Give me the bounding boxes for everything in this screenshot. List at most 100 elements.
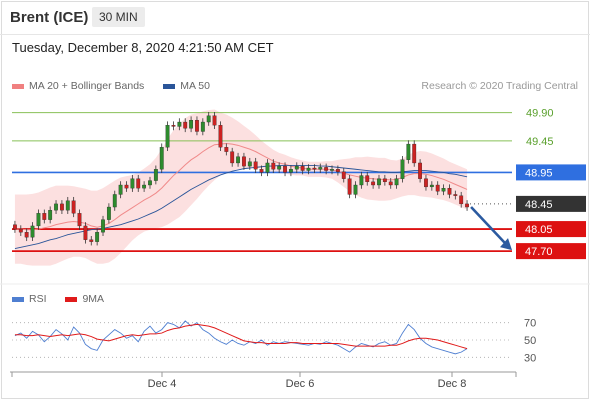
candle-body: [153, 169, 158, 181]
candle-body: [212, 115, 217, 126]
candle-body: [106, 206, 111, 220]
candle-body: [247, 161, 252, 167]
candle-body: [148, 180, 152, 186]
candle-body: [394, 178, 399, 186]
candle-body: [283, 165, 287, 173]
candle-body: [441, 187, 446, 192]
candle-body: [77, 213, 82, 227]
candle-body: [183, 121, 188, 129]
candle-body: [59, 203, 64, 211]
level-tag-48.95: [516, 164, 586, 181]
candle-body: [177, 121, 182, 127]
legend-item-rsi: RSI: [12, 293, 47, 305]
candle-body: [206, 115, 211, 123]
candle-body: [171, 125, 176, 127]
price-legend: MA 20 + Bollinger Bands MA 50: [12, 80, 226, 92]
candle-body: [288, 169, 293, 173]
candle-body: [424, 178, 428, 188]
level-tag-48.45: [516, 195, 586, 212]
candle-body: [24, 232, 29, 238]
forecast-arrow: [470, 206, 507, 246]
candle-body: [435, 184, 440, 192]
candle-body: [253, 161, 258, 170]
candle-body: [195, 119, 199, 132]
candle-body: [353, 184, 358, 195]
legend-label-9ma: 9MA: [82, 293, 105, 305]
candle-body: [95, 232, 100, 242]
candle-body: [124, 184, 129, 189]
candle-body: [159, 147, 164, 170]
candle-body: [359, 175, 364, 186]
candle-body: [259, 169, 264, 173]
candle-body: [30, 225, 35, 238]
candle-body: [89, 239, 94, 242]
legend-label-ma50: MA 50: [180, 80, 210, 92]
level-tag-48.05: [516, 221, 586, 238]
bollinger-band: [14, 109, 468, 266]
candle-body: [18, 228, 23, 233]
candle-body: [271, 162, 276, 170]
candle-body: [377, 178, 381, 186]
legend-label-rsi: RSI: [29, 293, 47, 305]
legend-swatch-9ma: [65, 296, 78, 302]
timeframe-button[interactable]: 30 MIN: [92, 7, 145, 27]
candle-body: [294, 165, 299, 170]
rsi-tick-label: 70: [524, 318, 536, 330]
x-tick-label: Dec 6: [286, 378, 315, 390]
candle-body: [71, 200, 76, 214]
level-label-48.05: 48.05: [525, 224, 553, 236]
candle-body: [242, 156, 246, 167]
x-tick-label: Dec 8: [438, 378, 467, 390]
candle-body: [318, 167, 323, 170]
candle-body: [347, 178, 352, 195]
candle-body: [447, 187, 452, 195]
level-label-48.45: 48.45: [525, 199, 553, 211]
candle-body: [324, 167, 329, 171]
candle-body: [341, 171, 346, 179]
candle-body: [277, 165, 282, 170]
level-label-47.70: 47.70: [525, 246, 553, 258]
candle-body: [36, 213, 41, 227]
candle-body: [418, 162, 423, 179]
candle-body: [200, 121, 205, 132]
candle-body: [371, 181, 376, 186]
candle-body: [400, 159, 405, 179]
legend-swatch-rsi: [12, 296, 24, 302]
candle-body: [335, 169, 340, 172]
rsi-ma9-line: [14, 323, 468, 350]
forecast-arrow-head: [500, 238, 512, 251]
candle-body: [142, 184, 147, 189]
rsi-tick-label: 30: [524, 352, 536, 364]
legend-swatch-ma20: [12, 83, 24, 89]
candle-body: [453, 194, 458, 196]
rsi-tick-label: 50: [524, 335, 536, 347]
candle-body: [130, 178, 135, 189]
legend-item-ma50: MA 50: [163, 80, 210, 92]
candle-body: [83, 225, 88, 240]
credit-text: Research © 2020 Trading Central: [421, 80, 578, 92]
timestamp: Tuesday, December 8, 2020 4:21:50 AM CET: [12, 40, 274, 55]
candle-body: [48, 210, 53, 220]
candle-body: [54, 203, 58, 211]
candle-body: [306, 167, 311, 171]
legend-item-9ma: 9MA: [65, 293, 104, 305]
level-label-49.45: 49.45: [526, 136, 554, 148]
candle-body: [112, 194, 117, 208]
candle-body: [65, 200, 70, 211]
candle-body: [224, 147, 229, 152]
level-label-48.95: 48.95: [525, 167, 553, 179]
candle-body: [101, 219, 105, 233]
candle-body: [118, 184, 123, 195]
candle-body: [412, 143, 417, 164]
ma50-line: [14, 165, 468, 250]
candle-body: [189, 119, 194, 129]
legend-item-ma20: MA 20 + Bollinger Bands: [12, 80, 144, 92]
candle-body: [312, 167, 317, 170]
candle-body: [365, 175, 370, 183]
candle-body: [459, 195, 464, 205]
candle-body: [218, 125, 223, 148]
rsi-legend: RSI 9MA: [12, 293, 120, 305]
level-tag-47.70: [516, 243, 586, 260]
candle-body: [429, 184, 434, 188]
